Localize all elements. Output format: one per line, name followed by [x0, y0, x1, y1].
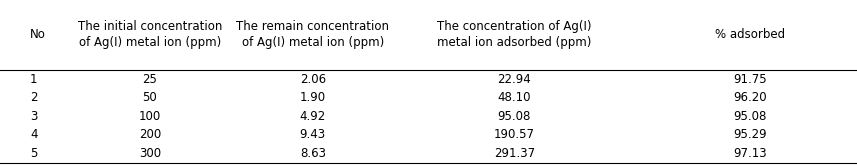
- Text: 4.92: 4.92: [300, 110, 326, 123]
- Text: 22.94: 22.94: [497, 73, 531, 86]
- Text: 8.63: 8.63: [300, 147, 326, 160]
- Text: 97.13: 97.13: [733, 147, 767, 160]
- Text: 25: 25: [142, 73, 158, 86]
- Text: 1: 1: [30, 73, 38, 86]
- Text: The concentration of Ag(I)
metal ion adsorbed (ppm): The concentration of Ag(I) metal ion ads…: [437, 20, 591, 49]
- Text: 48.10: 48.10: [497, 91, 531, 104]
- Text: 1.90: 1.90: [300, 91, 326, 104]
- Text: 95.08: 95.08: [498, 110, 530, 123]
- Text: 291.37: 291.37: [494, 147, 535, 160]
- Text: 50: 50: [142, 91, 158, 104]
- Text: 100: 100: [139, 110, 161, 123]
- Text: 95.29: 95.29: [733, 129, 767, 141]
- Text: The remain concentration
of Ag(I) metal ion (ppm): The remain concentration of Ag(I) metal …: [237, 20, 389, 49]
- Text: The initial concentration
of Ag(I) metal ion (ppm): The initial concentration of Ag(I) metal…: [78, 20, 222, 49]
- Text: 200: 200: [139, 129, 161, 141]
- Text: No: No: [30, 28, 46, 41]
- Text: 2.06: 2.06: [300, 73, 326, 86]
- Text: 9.43: 9.43: [300, 129, 326, 141]
- Text: 300: 300: [139, 147, 161, 160]
- Text: 190.57: 190.57: [494, 129, 535, 141]
- Text: 4: 4: [30, 129, 38, 141]
- Text: 3: 3: [30, 110, 38, 123]
- Text: 96.20: 96.20: [733, 91, 767, 104]
- Text: 5: 5: [30, 147, 38, 160]
- Text: 91.75: 91.75: [733, 73, 767, 86]
- Text: % adsorbed: % adsorbed: [715, 28, 785, 41]
- Text: 2: 2: [30, 91, 38, 104]
- Text: 95.08: 95.08: [734, 110, 766, 123]
